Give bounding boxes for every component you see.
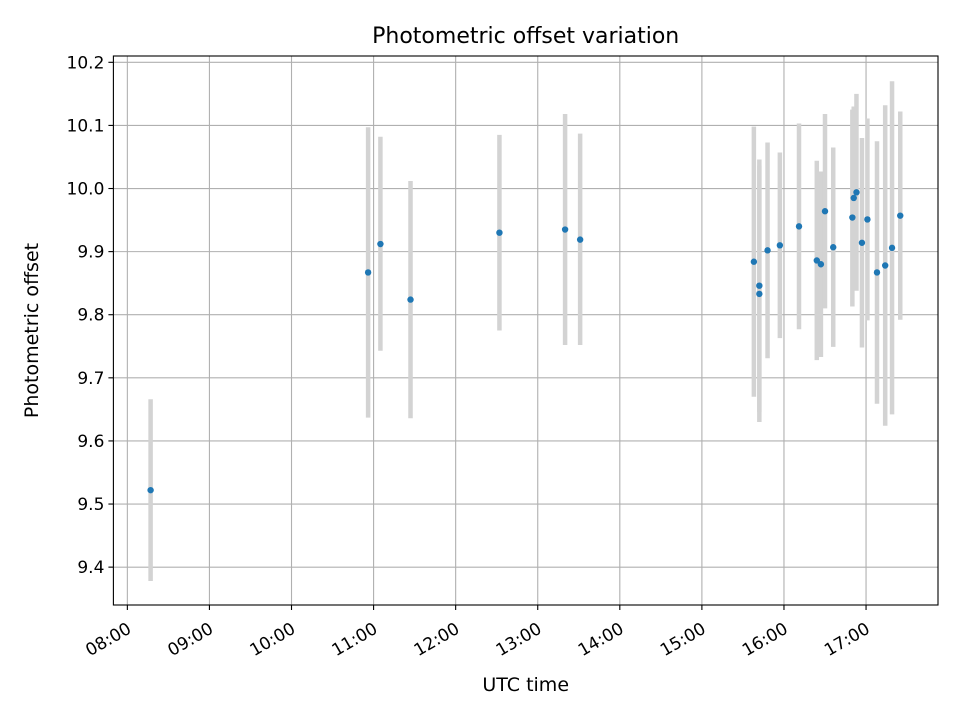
y-axis-label: Photometric offset xyxy=(21,243,43,418)
data-point xyxy=(813,257,820,264)
data-point xyxy=(881,262,889,269)
y-tick-label: 10.0 xyxy=(67,180,105,200)
data-point xyxy=(795,223,803,230)
data-point xyxy=(888,244,896,252)
data-point xyxy=(849,214,856,221)
data-points xyxy=(147,189,904,494)
data-point xyxy=(873,269,881,276)
data-point xyxy=(756,290,763,298)
data-point xyxy=(858,239,866,246)
x-tick-label: 11:00 xyxy=(329,619,381,661)
y-tick-label: 10.1 xyxy=(67,116,105,136)
x-axis-label: UTC time xyxy=(482,674,569,696)
data-point xyxy=(817,261,825,268)
x-tick-label: 13:00 xyxy=(493,619,545,661)
x-tick-label: 10:00 xyxy=(247,619,299,661)
y-axis: 9.4 9.5 9.6 9.7 9.8 9.9 10.0 10.1 10.2 xyxy=(67,53,114,578)
data-point xyxy=(853,189,860,196)
y-tick-label: 9.7 xyxy=(77,369,104,389)
x-tick-label: 14:00 xyxy=(575,619,627,661)
data-point xyxy=(407,296,414,303)
plot-frame xyxy=(112,55,939,606)
x-tick-label: 16:00 xyxy=(739,619,791,661)
error-bars xyxy=(148,81,903,582)
y-tick-label: 9.5 xyxy=(77,495,104,515)
y-tick-label: 10.2 xyxy=(67,53,105,73)
y-tick-label: 9.9 xyxy=(77,243,104,263)
data-point xyxy=(821,208,829,215)
x-tick-label: 12:00 xyxy=(411,619,463,661)
chart-title: Photometric offset variation xyxy=(372,24,679,49)
data-point xyxy=(561,226,569,233)
x-tick-label: 17:00 xyxy=(821,619,873,661)
x-tick-label: 08:00 xyxy=(82,619,134,661)
data-point xyxy=(864,216,871,223)
data-point xyxy=(147,486,154,494)
data-point xyxy=(850,194,857,202)
data-point xyxy=(830,244,837,251)
data-point xyxy=(764,247,771,254)
x-tick-label: 09:00 xyxy=(164,619,216,661)
grid-layer xyxy=(113,56,938,605)
data-point xyxy=(750,258,758,265)
data-point xyxy=(897,212,904,219)
data-point xyxy=(496,229,503,236)
y-tick-label: 9.8 xyxy=(77,306,104,326)
data-point xyxy=(576,236,584,243)
data-point xyxy=(377,240,384,248)
data-point xyxy=(364,269,372,276)
y-tick-label: 9.4 xyxy=(77,558,104,578)
x-axis: 08:00 09:00 10:00 11:00 12:00 13:00 14:00 15:00… xyxy=(82,605,874,661)
y-tick-label: 9.6 xyxy=(77,432,104,452)
data-point xyxy=(776,242,784,249)
data-point xyxy=(756,282,763,289)
x-tick-label: 15:00 xyxy=(657,619,709,661)
